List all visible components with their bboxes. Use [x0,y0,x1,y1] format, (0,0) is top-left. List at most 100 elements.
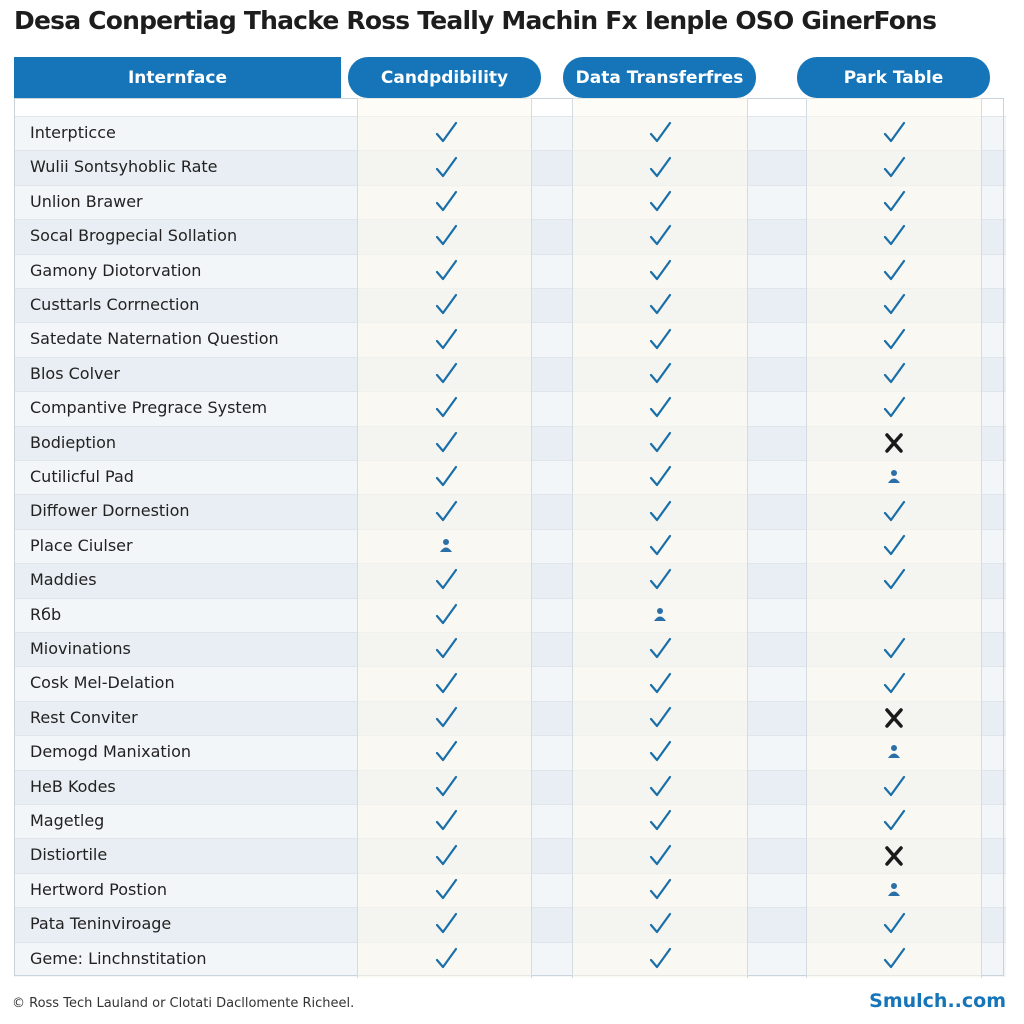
check-icon [435,259,458,280]
row-label: Rбb [30,604,62,624]
row-label: Magetleg [30,811,105,830]
check-icon [883,156,906,177]
column [357,98,532,978]
check-icon [435,775,458,796]
row-label: Blos Colver [30,363,120,383]
check-icon [435,225,458,246]
check-icon [883,259,906,280]
column [806,98,982,978]
check-icon [883,534,906,556]
check-icon [435,122,458,143]
check-icon [435,878,458,900]
row-label: Hertword Postion [30,879,167,899]
check-icon [649,638,672,659]
cross-icon [885,708,903,728]
column [572,98,748,978]
check-icon [883,328,906,349]
check-icon [649,534,672,556]
check-icon [435,397,458,418]
check-icon [649,706,672,728]
check-icon [883,500,906,521]
row-label: Cutilicful Pad [30,467,134,486]
title: Desa Conpertiag Thacke Ross Teally Machi… [14,6,937,35]
row-label: Custtarls Corrnection [30,295,200,314]
check-icon [435,810,458,831]
check-icon [883,638,906,659]
check-icon [435,741,458,762]
check-icon [649,294,672,315]
check-icon [883,122,906,143]
row-label: Cosk Mel-Delation [30,673,175,693]
check-icon [883,947,906,968]
check-icon [435,362,458,384]
check-icon [649,190,672,212]
check-icon [649,156,672,177]
check-icon [649,362,672,384]
check-icon [883,190,906,212]
check-icon [435,431,458,452]
check-icon [435,294,458,315]
row-label: Socal Brogpecial Sollation [30,226,238,246]
check-icon [649,672,672,693]
check-icon [649,741,672,762]
column-header: Data Transferfres [563,57,756,98]
row-label: Satedate Naternation Question [30,329,279,349]
check-icon [435,466,458,487]
row-label: Compantive Pregrace System [30,398,268,418]
check-icon [883,913,906,934]
cross-icon [885,433,903,453]
check-icon [649,775,672,796]
check-icon [649,431,672,452]
column-header: Park Table [797,57,990,98]
check-icon [649,810,672,831]
icon-icon [888,470,900,484]
check-icon [883,810,906,831]
check-icon [883,569,906,590]
check-icon [649,397,672,418]
row-label: Distiortile [30,845,108,865]
check-icon [435,500,458,521]
check-icon [649,122,672,143]
check-icon [649,225,672,246]
check-icon [435,569,458,590]
check-icon [649,500,672,521]
icon-icon [654,607,666,621]
check-icon [435,706,458,728]
check-icon [649,466,672,487]
row-label: Pata Teninviroage [30,914,172,934]
row-label: Place Ciulser [30,535,133,555]
check-icon [883,775,906,796]
footer-left: © Ross Tech Lauland or Clotati Dacllomen… [12,996,355,1011]
row-label: Maddies [30,570,97,590]
check-icon [883,672,906,693]
check-icon [649,844,672,865]
row-label: Miovinations [30,639,131,658]
row-label: Diffower Dornestion [30,501,190,521]
check-icon [435,156,458,177]
check-icon [883,362,906,384]
check-icon [649,913,672,934]
check-icon [649,328,672,349]
icon-icon [888,745,900,759]
row-label: Interpticce [30,123,116,142]
check-icon [649,947,672,968]
check-icon [649,569,672,590]
row-label: Wulii Sontsyhoblic Rate [30,157,218,177]
row-label: Bodieption [30,432,117,452]
footer-right: Smulch..com [869,990,1006,1012]
check-icon [435,190,458,212]
check-icon [435,638,458,659]
check-icon [435,328,458,349]
check-icon [883,294,906,315]
row-label: Demogd Manixation [30,742,192,762]
row-label: Unlion Brawer [30,191,143,211]
row-label: Rest Conviter [30,707,138,727]
check-icon [883,397,906,418]
column-header: Candpdibility [348,57,541,98]
check-icon [435,913,458,934]
row-label: Geme: Linchnstitation [30,948,207,968]
check-icon [883,225,906,246]
check-icon [649,259,672,280]
icon-icon [888,883,900,896]
